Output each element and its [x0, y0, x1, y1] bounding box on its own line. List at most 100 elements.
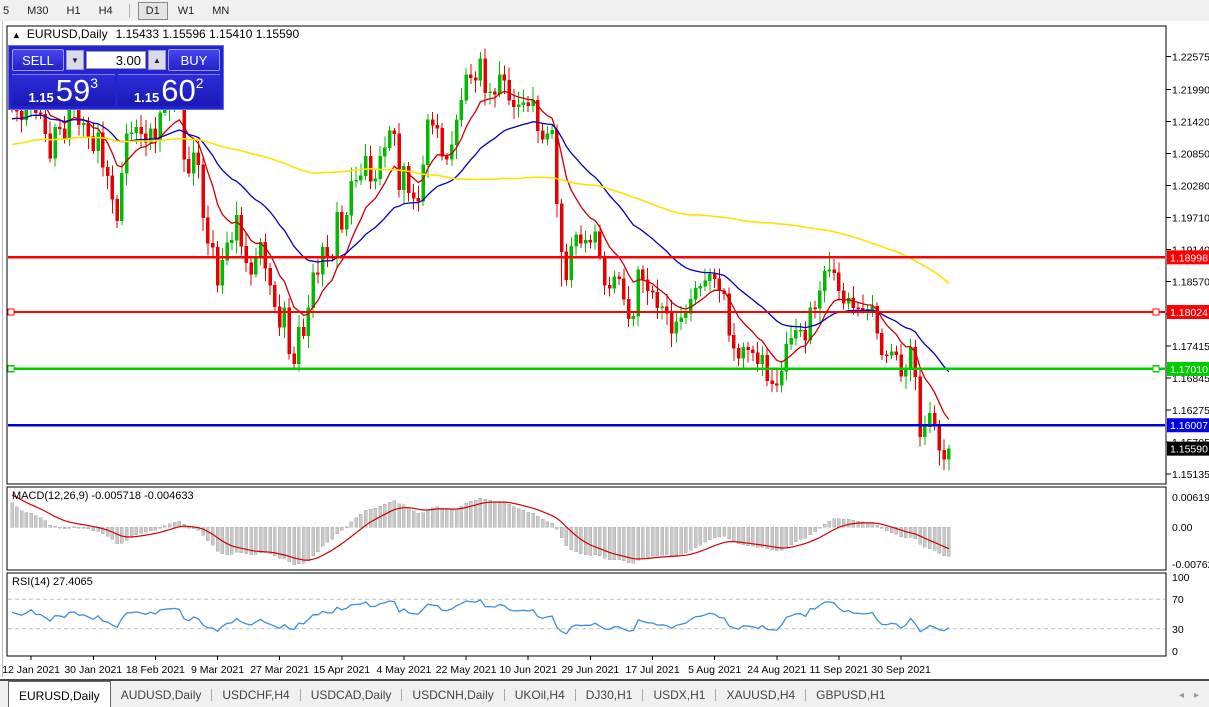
ma-line-ema30 — [11, 114, 950, 373]
chart-area[interactable]: 1.22575 1.21990 1.21420 1.20850 1.20280 1.197… — [0, 21, 1209, 679]
svg-text:1.18998: 1.18998 — [1170, 252, 1208, 264]
chart-title: ▲ EURUSD,Daily 1.15433 1.15596 1.15410 1.1… — [12, 27, 299, 41]
tab-separator — [503, 689, 505, 701]
timeframe-button-d1[interactable]: D1 — [137, 1, 168, 20]
svg-text:30 Sep 2021: 30 Sep 2021 — [871, 664, 931, 676]
hline-1.17010[interactable]: 1.17010 — [7, 361, 1209, 376]
svg-text:29 Jun 2021: 29 Jun 2021 — [561, 664, 619, 676]
chart-tab-usdchf[interactable]: USDCHF,H4 — [222, 688, 290, 702]
macd-pane: 0.006193 0.00 -0.00762 — [10, 492, 1209, 571]
hline-anchor[interactable] — [7, 308, 15, 316]
sell-button[interactable]: SELL — [12, 49, 64, 71]
timeframe-button-w1[interactable]: W1 — [177, 4, 195, 17]
tab-scroll-right-icon[interactable]: ▸ — [1193, 689, 1199, 701]
chart-pane — [6, 572, 1167, 657]
rsi-pane: 100 70 30 0 — [8, 572, 1190, 658]
svg-text:30: 30 — [1172, 624, 1184, 636]
svg-text:27 Mar 2021: 27 Mar 2021 — [250, 664, 309, 676]
hline-anchor[interactable] — [1152, 308, 1160, 316]
tab-separator — [574, 689, 576, 701]
tab-separator — [211, 689, 213, 701]
chart-tab-bar: EURUSD,Daily AUDUSD,Daily USDCHF,H4 USDCAD,… — [0, 679, 1209, 707]
svg-text:0: 0 — [1172, 646, 1178, 658]
hline-anchor[interactable] — [1152, 365, 1160, 373]
svg-text:1.16845: 1.16845 — [1172, 373, 1209, 385]
tab-separator — [299, 689, 301, 701]
svg-text:17 Jul 2021: 17 Jul 2021 — [625, 664, 679, 676]
current-price-label: 1.15590 — [1167, 441, 1209, 456]
window-left-edge — [2, 21, 3, 677]
svg-text:15 Apr 2021: 15 Apr 2021 — [313, 664, 370, 676]
timeframe-button-h1[interactable]: H1 — [66, 4, 81, 17]
tab-separator — [401, 689, 403, 701]
toolbar-separator — [128, 3, 130, 18]
tab-scroll-arrows: ◂ ▸ — [1179, 681, 1209, 707]
svg-text:5 Aug 2021: 5 Aug 2021 — [688, 664, 741, 676]
chart-tab-gbpusd[interactable]: GBPUSD,H1 — [816, 688, 886, 702]
chart-canvas[interactable]: 1.22575 1.21990 1.21420 1.20850 1.20280 1.197… — [0, 21, 1209, 679]
chart-tab-usdcad[interactable]: USDCAD,Daily — [310, 688, 392, 702]
date-axis: 12 Jan 2021 30 Jan 2021 18 Feb 2021 9 Mar 2… — [2, 656, 931, 676]
tab-scroll-left-icon[interactable]: ◂ — [1178, 689, 1184, 701]
timeframe-button-m30[interactable]: M30 — [27, 4, 49, 17]
tab-separator — [715, 689, 717, 701]
ask-price-small: 1.15 — [133, 90, 160, 105]
chart-tab-usdx[interactable]: USDX,H1 — [653, 688, 706, 702]
svg-text:1.15135: 1.15135 — [1172, 469, 1209, 481]
timeframe-button-mn[interactable]: MN — [212, 4, 230, 17]
chart-quotes: 1.15433 1.15596 1.15410 1.15590 — [115, 27, 300, 41]
svg-text:1.18570: 1.18570 — [1172, 276, 1209, 288]
svg-text:24 Aug 2021: 24 Aug 2021 — [747, 664, 806, 676]
volume-input[interactable] — [86, 51, 146, 69]
svg-text:1.20280: 1.20280 — [1172, 180, 1209, 192]
ask-price-big: 60 — [161, 73, 196, 108]
price-axis: 1.22575 1.21990 1.21420 1.20850 1.20280 1.197… — [1166, 52, 1209, 481]
rsi-indicator-label: RSI(14) 27.4065 — [12, 576, 93, 588]
ma-line-ema10 — [11, 80, 950, 420]
timeframe-button-5[interactable]: 5 — [3, 4, 10, 17]
volume-increase-button[interactable]: ▲ — [148, 50, 166, 70]
timeframe-button-h4[interactable]: H4 — [98, 4, 113, 17]
ask-price-box[interactable]: 1.15 60 2 — [117, 73, 220, 108]
hline-1.18998[interactable]: 1.18998 — [8, 250, 1209, 265]
svg-text:1.21420: 1.21420 — [1172, 116, 1209, 128]
chart-tab-xauusd[interactable]: XAUUSD,H4 — [726, 688, 796, 702]
bid-price-box[interactable]: 1.15 59 3 — [12, 74, 115, 106]
chart-tab-eurusd[interactable]: EURUSD,Daily — [8, 681, 111, 707]
one-click-trade-panel: SELL ▼ ▲ BUY 1.15 59 3 1.15 60 2 — [8, 45, 224, 110]
macd-indicator-label: MACD(12,26,9) -0.005718 -0.004633 — [12, 490, 194, 502]
svg-text:4 May 2021: 4 May 2021 — [377, 664, 432, 676]
ask-price-sup: 2 — [195, 75, 204, 91]
svg-text:-0.00762: -0.00762 — [1172, 559, 1209, 571]
svg-text:12 Jan 2021: 12 Jan 2021 — [2, 664, 60, 676]
buy-button[interactable]: BUY — [168, 49, 220, 71]
hline-anchor[interactable] — [7, 365, 15, 373]
hline-1.18024[interactable]: 1.18024 — [7, 305, 1209, 320]
tab-separator — [642, 689, 644, 701]
svg-text:0.006193: 0.006193 — [1172, 492, 1209, 504]
svg-text:0.00: 0.00 — [1172, 522, 1193, 534]
svg-text:1.20850: 1.20850 — [1172, 148, 1209, 160]
volume-decrease-button[interactable]: ▼ — [66, 50, 84, 70]
bid-price-small: 1.15 — [28, 90, 54, 105]
chart-tab-usdcnh[interactable]: USDCNH,Daily — [412, 688, 494, 702]
svg-text:1.22575: 1.22575 — [1172, 52, 1209, 64]
ma-line-sma100 — [11, 136, 950, 284]
svg-text:22 May 2021: 22 May 2021 — [436, 664, 497, 676]
svg-text:1.19710: 1.19710 — [1172, 212, 1209, 224]
hline-1.16007[interactable]: 1.16007 — [8, 418, 1209, 433]
svg-text:10 Jun 2021: 10 Jun 2021 — [499, 664, 557, 676]
svg-text:1.18024: 1.18024 — [1170, 307, 1208, 319]
chart-tab-ukoil[interactable]: UKOil,H4 — [514, 688, 565, 702]
svg-text:1.17010: 1.17010 — [1170, 364, 1208, 376]
chart-tab-audusd[interactable]: AUDUSD,Daily — [120, 688, 202, 702]
svg-text:1.17415: 1.17415 — [1172, 341, 1209, 353]
chart-tab-dj30[interactable]: DJ30,H1 — [585, 688, 633, 702]
rsi-line — [11, 599, 950, 635]
bid-price-big: 59 — [55, 73, 91, 108]
timeframe-toolbar: 5 M30 H1 H4 D1 W1 MN — [0, 0, 1209, 22]
collapse-arrow-icon[interactable]: ▲ — [12, 30, 21, 40]
svg-text:11 Sep 2021: 11 Sep 2021 — [810, 664, 869, 676]
macd-signal-line — [11, 494, 950, 561]
